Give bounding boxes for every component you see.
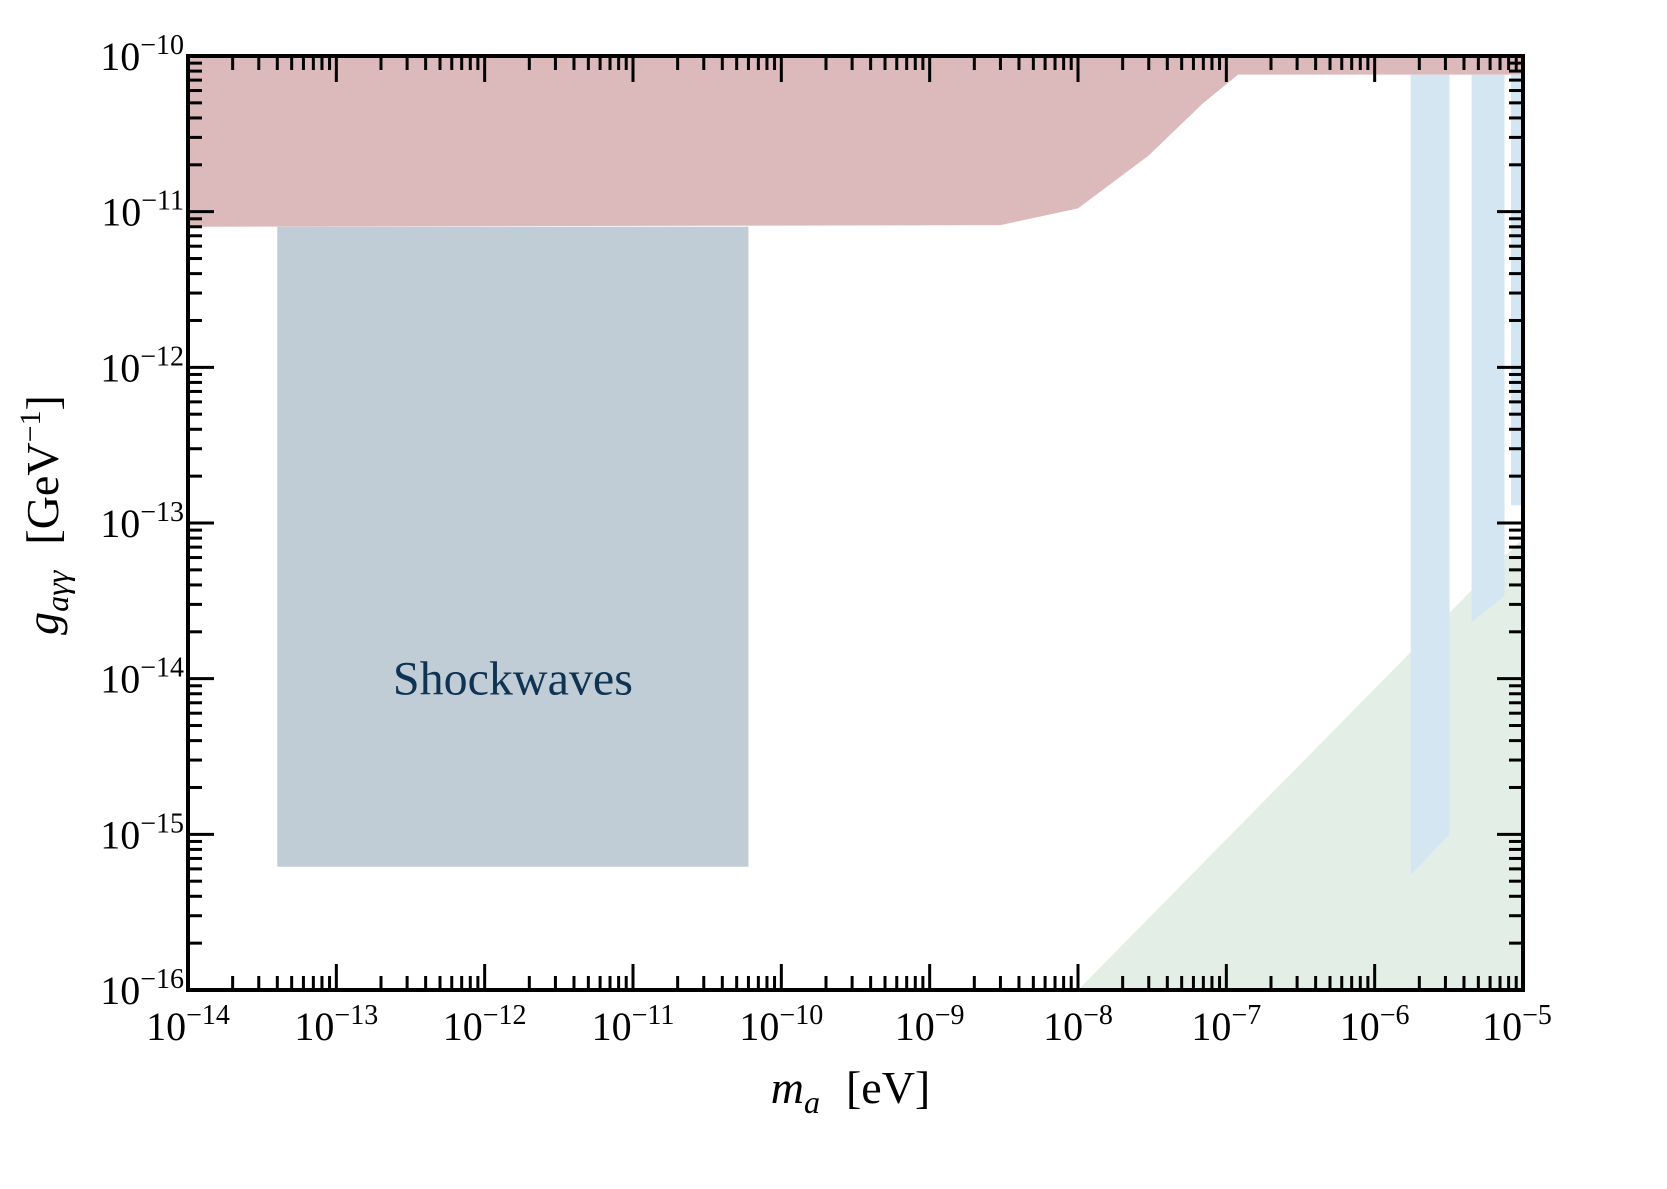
region-labels-layer: Shockwaves — [393, 653, 633, 706]
upper-bound-region — [188, 56, 1523, 227]
y-tick-label: 10−15 — [100, 808, 184, 857]
x-tick-label: 10−8 — [1043, 1000, 1113, 1049]
shockwaves-label: Shockwaves — [393, 653, 633, 706]
y-tick-label: 10−12 — [100, 341, 184, 390]
y-axis-subscript: aγγ — [39, 569, 75, 612]
x-tick-label: 10−6 — [1340, 1000, 1410, 1049]
y-axis-unit: [GeV — [17, 442, 68, 544]
y-tick-label: 10−10 — [100, 30, 184, 79]
x-tick-label: 10−7 — [1191, 1000, 1261, 1049]
x-tick-label: 10−11 — [592, 1000, 675, 1049]
y-tick-label: 10−14 — [100, 653, 184, 702]
ticks-layer — [186, 54, 1525, 992]
blue-band-3-region — [1511, 74, 1523, 506]
y-axis-unit-exponent: −1 — [14, 411, 47, 443]
blue-band-2-region — [1471, 74, 1505, 623]
x-tick-label: 10−14 — [146, 1000, 230, 1049]
shockwaves-region — [277, 226, 749, 867]
x-tick-label: 10−13 — [294, 1000, 378, 1049]
green-wedge-region — [1078, 538, 1523, 990]
x-tick-label: 10−9 — [895, 1000, 965, 1049]
x-axis-symbol: m — [771, 1062, 804, 1113]
regions-layer — [188, 56, 1523, 990]
x-axis-title: ma [eV] — [771, 1062, 931, 1120]
x-tick-label: 10−12 — [443, 1000, 527, 1049]
y-tick-label: 10−11 — [101, 186, 184, 235]
y-tick-label: 10−16 — [100, 964, 184, 1013]
x-axis-subscript: a — [804, 1084, 820, 1120]
blue-band-1-region — [1410, 74, 1450, 875]
y-axis-unit-close: ] — [17, 395, 68, 410]
plot-frame — [186, 54, 1525, 992]
x-tick-label: 10−5 — [1482, 1000, 1552, 1049]
tick-labels-layer: 10−14 10−13 10−12 10−11 10−10 10−9 10−8 10−7 10−… — [100, 30, 1552, 1049]
x-axis-unit: [eV] — [846, 1062, 930, 1113]
x-tick-label: 10−10 — [739, 1000, 823, 1049]
y-tick-label: 10−13 — [100, 497, 184, 546]
y-axis-symbol: g — [17, 612, 68, 635]
y-axis-title: gaγγ [GeV−1] — [14, 395, 75, 635]
